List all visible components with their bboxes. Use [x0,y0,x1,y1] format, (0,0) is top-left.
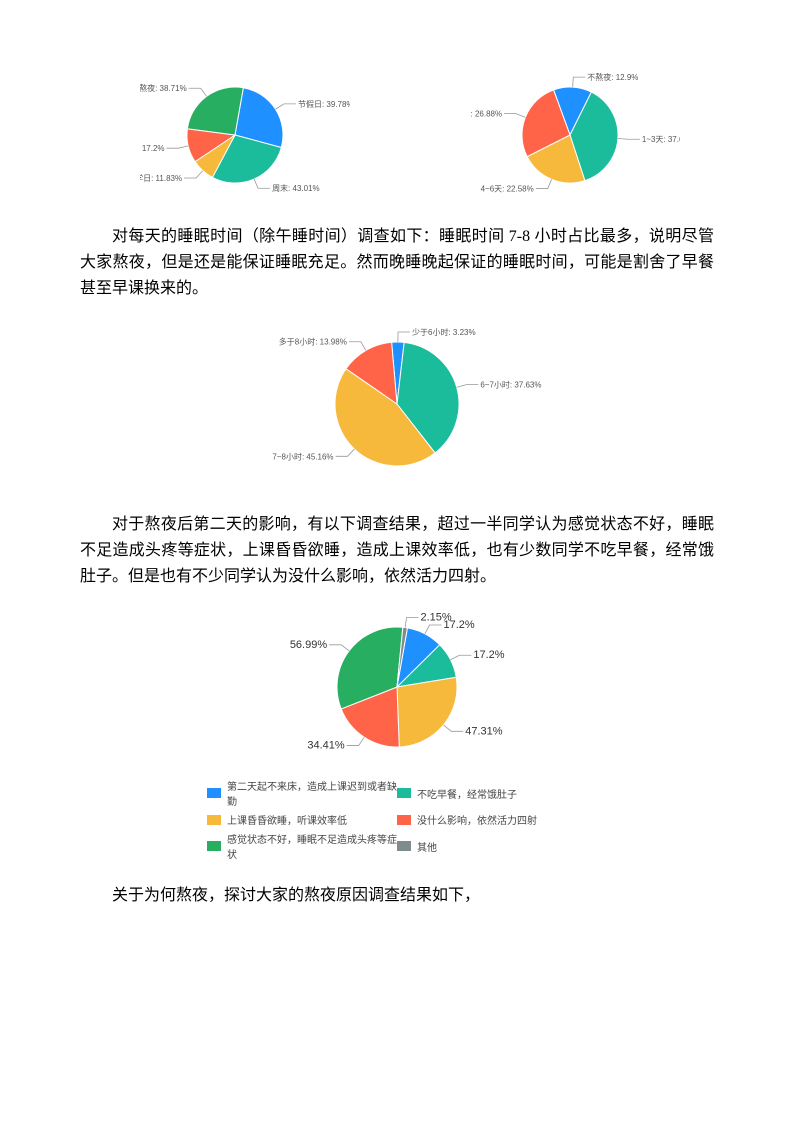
slice-label: 1~3天: 37.63% [642,135,680,144]
chart-2: 不熬夜: 12.9% 1~3天: 37.63% 4~6天: 22.58% 每天: 26… [470,70,680,200]
slice-label: 不熬夜: 12.9% [587,72,638,82]
slice-label: 节假日: 39.78% [298,100,350,109]
chart-1: 节假日: 39.78% 周末: 43.01% 上学日: 11.83% 几乎不熬夜: 1… [140,70,350,200]
legend-text: 不吃早餐，经常饿肚子 [417,786,517,801]
slice-label: 几乎不熬夜: 17.2% [140,143,165,153]
leader-line [405,618,418,628]
leader-line [450,655,471,660]
slice-label: 34.41% [307,740,345,752]
legend-text: 感觉状态不好，睡眠不足造成头疼等症状 [227,831,397,861]
paragraph-1: 对每天的睡眠时间（除午睡时间）调查如下：睡眠时间 7-8 小时占比最多，说明尽管… [80,224,714,302]
legend-item: 上课昏昏欲睡，听课效率低 [207,812,397,827]
pie-chart-1: 节假日: 39.78% 周末: 43.01% 上学日: 11.83% 几乎不熬夜: 1… [140,70,350,200]
legend-swatch [397,788,411,798]
top-charts-row: 节假日: 39.78% 周末: 43.01% 上学日: 11.83% 几乎不熬夜: 1… [140,70,714,200]
slice-label: 2.15% [420,612,451,624]
legend-swatch [207,841,221,851]
legend-item: 第二天起不来床，造成上课迟到或者缺勤 [207,778,397,808]
pie-slice [187,87,243,135]
leader-line [349,342,366,351]
slice-label: 少于6小时: 3.23% [412,327,476,337]
legend-item: 感觉状态不好，睡眠不足造成头疼等症状 [207,831,397,861]
slice-label: 56.99% [290,639,328,651]
leader-line [425,625,442,634]
leader-line [457,385,479,388]
legend-text: 没什么影响，依然活力四射 [417,812,537,827]
leader-line [504,114,525,118]
pie-chart-3: 少于6小时: 3.23% 6~7小时: 37.63% 7~8小时: 45.16% 多于… [237,314,557,494]
legend-swatch [207,815,221,825]
leader-line [329,645,349,651]
legend-swatch [397,815,411,825]
legend-text: 第二天起不来床，造成上课迟到或者缺勤 [227,778,397,808]
slice-label: 几乎每天熬夜: 38.71% [140,83,187,93]
chart-3-wrap: 少于6小时: 3.23% 6~7小时: 37.63% 7~8小时: 45.16% 多于… [80,314,714,494]
leader-line [276,104,296,109]
slice-label: 上学日: 11.83% [140,173,182,183]
legend-text: 上课昏昏欲睡，听课效率低 [227,812,347,827]
leader-line [347,737,364,745]
legend-swatch [207,788,221,798]
slice-label: 47.31% [465,725,503,737]
pie-slice [397,677,457,747]
slice-label: 多于8小时: 13.98% [279,337,347,347]
paragraph-3: 关于为何熬夜，探讨大家的熬夜原因调查结果如下， [80,883,714,909]
legend-item: 不吃早餐，经常饿肚子 [397,778,587,808]
leader-line [167,146,189,148]
slice-label: 周末: 43.01% [272,183,320,193]
pie-chart-4: 17.2%17.2%47.31%34.41%56.99%2.15% [247,602,547,772]
paragraph-2: 对于熬夜后第二天的影响，有以下调查结果，超过一半同学认为感觉状态不好，睡眠不足造… [80,512,714,590]
leader-line [443,725,463,731]
legend-item: 其他 [397,831,587,861]
legend-swatch [397,841,411,851]
leader-line [336,449,355,456]
leader-line [618,139,640,140]
pie-chart-2: 不熬夜: 12.9% 1~3天: 37.63% 4~6天: 22.58% 每天: 26… [470,70,680,200]
slice-label: 17.2% [473,649,504,661]
slice-label: 每天: 26.88% [470,109,502,119]
chart-4-legend: 第二天起不来床，造成上课迟到或者缺勤 不吃早餐，经常饿肚子上课昏昏欲睡，听课效率低… [207,778,587,865]
leader-line [536,179,552,188]
leader-line [254,179,270,188]
leader-line [573,77,586,87]
legend-item: 没什么影响，依然活力四射 [397,812,587,827]
slice-label: 6~7小时: 37.63% [480,380,541,390]
leader-line [398,332,410,342]
legend-text: 其他 [417,839,437,854]
leader-line [189,88,207,96]
chart-4-wrap: 17.2%17.2%47.31%34.41%56.99%2.15% 第二天起不来… [80,602,714,865]
slice-label: 7~8小时: 45.16% [272,451,333,461]
leader-line [184,171,203,178]
slice-label: 4~6天: 22.58% [481,185,534,194]
